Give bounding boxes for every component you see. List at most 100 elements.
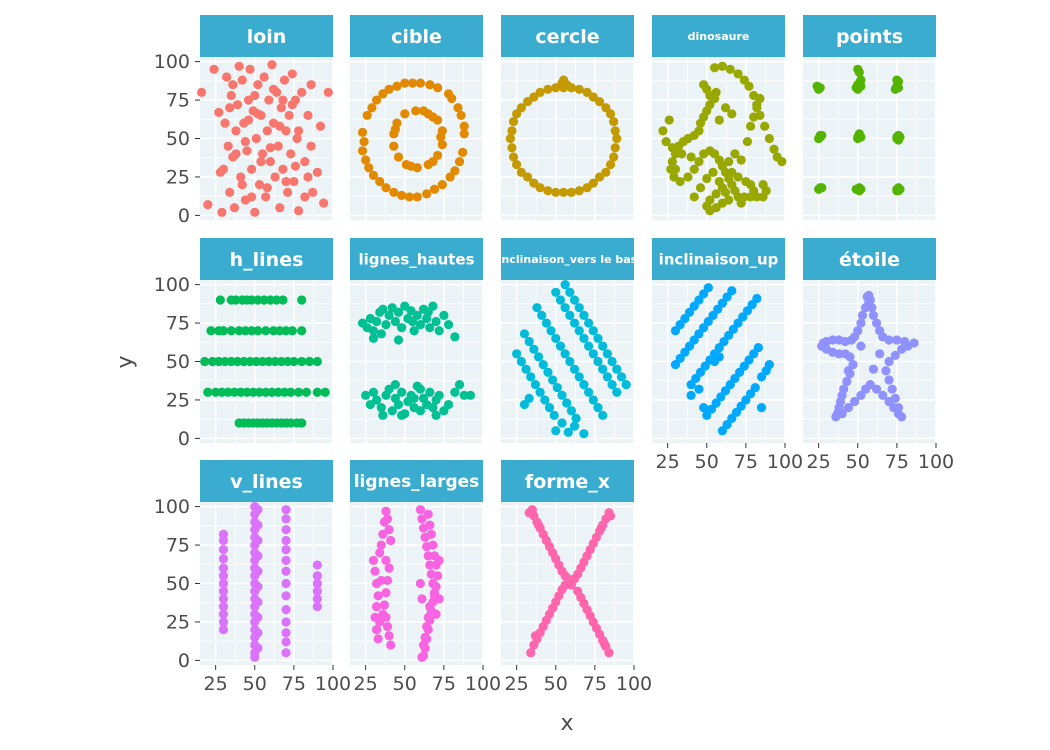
data-point [306,141,316,151]
data-point [843,403,853,413]
data-point [275,203,285,213]
data-point [453,103,463,113]
panel-inclinaison-up: inclinaison_up 25 50 75 100 [652,238,803,473]
data-point [454,156,465,167]
data-point [429,184,440,194]
data-point [361,155,371,165]
data-point [562,398,572,408]
data-point [382,621,393,632]
data-point [433,571,443,581]
panel-loin: loin 0 25 50 75 100 [154,15,334,227]
facet-panels: loin 0 25 50 75 100 cible cercle dinosaure points… [154,15,954,695]
data-point [560,303,570,313]
data-point [323,87,333,97]
data-point [875,326,885,336]
data-point [218,586,229,596]
panel-v-lines: v_lines 0 25 50 75 100 25 50 75 100 [154,460,351,695]
data-point [605,109,616,119]
x-tick-label: 100 [616,673,652,695]
data-point [214,107,224,117]
data-point [593,333,603,344]
data-point [287,69,297,79]
data-point [588,326,598,336]
data-point [253,597,263,607]
data-point [415,384,426,394]
data-point [206,326,216,336]
data-point [409,393,419,404]
data-point [254,180,265,190]
data-point [579,333,589,344]
strip-label-lignes-larges: lignes_larges [354,472,480,492]
data-point [569,318,580,328]
data-point [551,333,561,344]
data-point [372,625,382,635]
data-point [425,387,435,397]
data-point [574,84,584,94]
data-point [378,304,388,314]
data-point [853,84,863,94]
data-point [566,406,577,416]
x-tick-label: 75 [282,673,306,695]
data-point [555,295,566,305]
data-point [218,554,229,564]
data-point [415,78,426,88]
data-point [375,617,385,627]
points-etoile [817,290,919,422]
x-tick-label: 75 [432,673,456,695]
panel-forme-x: forme_x 25 50 75 100 [501,460,652,695]
data-point [218,578,229,589]
data-point [893,403,904,413]
data-point [900,336,910,347]
data-point [551,426,561,436]
data-point [281,566,291,576]
y-tick-label: 50 [166,128,190,150]
data-point [290,161,301,171]
data-point [386,640,396,650]
data-point [425,323,435,333]
data-point [566,580,577,590]
data-point [856,341,866,351]
data-point [842,376,852,387]
data-point [524,508,534,518]
gridlines [501,502,635,665]
data-point [609,116,619,127]
data-point [582,183,592,193]
data-point [256,156,266,167]
data-point [376,329,386,339]
data-point [218,563,229,573]
data-point [815,130,825,141]
data-point [599,638,609,649]
data-point [376,403,386,413]
data-point [428,156,438,167]
data-point [297,356,307,367]
panel-cible: cible [350,15,484,220]
data-point [508,152,519,162]
data-point [425,601,435,612]
data-point [519,329,530,339]
data-point [423,307,433,317]
data-point [389,141,399,151]
data-point [749,112,759,122]
data-point [409,326,419,336]
data-point [533,352,544,362]
x-tick-label: 75 [885,451,909,473]
data-point [856,318,866,328]
data-point [769,144,779,154]
data-point [218,164,229,174]
data-point [720,103,731,113]
y-tick-label: 100 [154,274,190,296]
data-point [537,310,547,320]
data-point [689,192,699,202]
data-point [386,535,396,546]
data-point [695,118,706,128]
data-point [372,395,382,405]
data-point [607,379,617,390]
data-point [708,167,718,177]
data-point [764,133,774,144]
data-point [867,303,877,313]
data-point [764,359,774,370]
data-point [417,652,427,662]
data-point [526,648,536,658]
data-point [837,409,847,419]
data-point [231,126,241,136]
